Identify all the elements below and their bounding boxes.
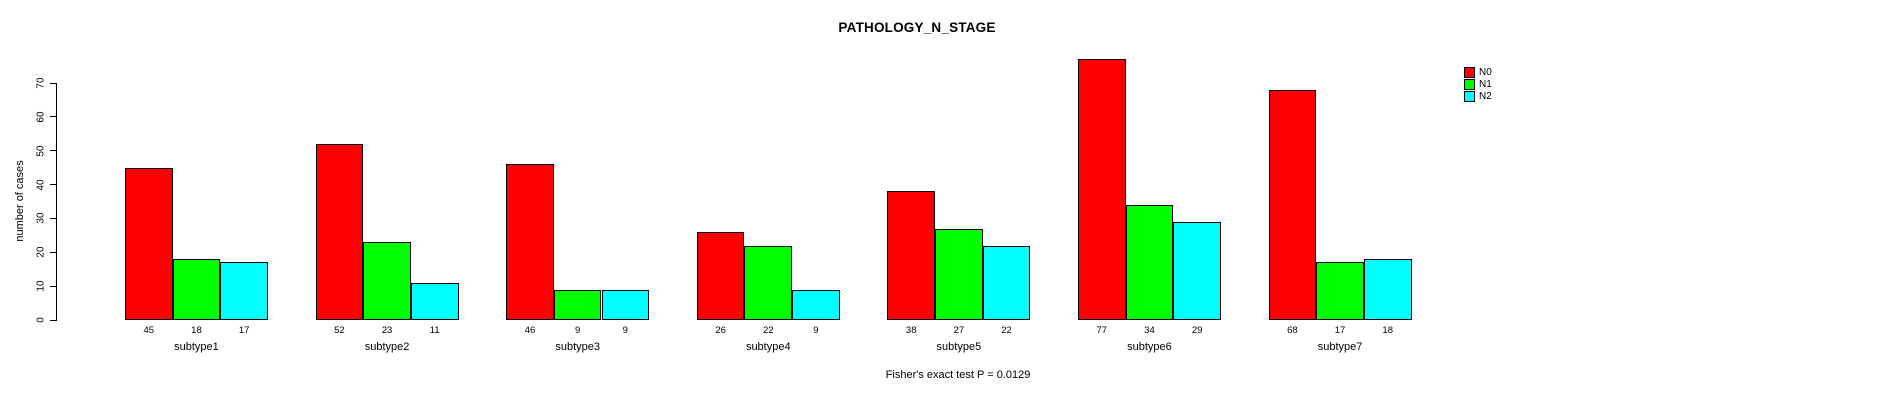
x-category-label: subtype1 (174, 341, 219, 353)
legend-item-n1: N1 (1464, 78, 1492, 90)
bar-value-label: 9 (813, 325, 819, 336)
bar-value-label: 22 (762, 325, 774, 336)
bar-n1-subtype6 (1125, 204, 1174, 320)
y-axis-line (56, 83, 57, 320)
bar-n1-subtype5 (935, 228, 983, 320)
bar-n1-subtype7 (1316, 262, 1364, 320)
bar-n0-subtype3 (506, 164, 554, 320)
bar-value-label: 11 (429, 325, 440, 336)
bar-value-label: 38 (905, 325, 917, 336)
bar-value-label: 52 (334, 325, 345, 336)
bar-n1-subtype2 (363, 242, 411, 320)
legend-label-n0: N0 (1479, 66, 1492, 78)
bar-value-label: 22 (1001, 325, 1012, 336)
bar-n0-subtype6 (1078, 59, 1126, 320)
bar-n0-subtype7 (1268, 89, 1317, 320)
y-tick-label: 40 (35, 179, 47, 191)
bar-n1-subtype1 (172, 259, 221, 320)
bar-value-label: 23 (381, 325, 393, 336)
x-category-label: subtype7 (1317, 341, 1363, 353)
y-tick-label: 50 (35, 145, 47, 157)
bar-n2-subtype2 (410, 282, 459, 320)
bar-n1-subtype4 (744, 245, 793, 320)
legend-swatch-n0-icon (1464, 66, 1475, 78)
y-tick-label: 70 (35, 77, 47, 89)
bar-value-label: 34 (1144, 325, 1155, 336)
bar-n2-subtype5 (982, 245, 1031, 320)
bar-value-label: 17 (238, 325, 250, 336)
bar-n2-subtype4 (792, 289, 840, 320)
bar-value-label: 18 (1382, 325, 1394, 336)
bar-value-label: 18 (191, 325, 202, 336)
y-tick (50, 251, 57, 253)
fisher-test-footnote: Fisher's exact test P = 0.0129 (885, 369, 1031, 381)
bar-n0-subtype2 (315, 143, 364, 320)
y-tick (50, 319, 57, 321)
bar-value-label: 46 (524, 325, 536, 336)
y-tick (50, 82, 57, 84)
bar-value-label: 77 (1096, 325, 1108, 336)
y-tick (50, 217, 57, 219)
y-tick-label: 20 (35, 246, 47, 258)
bar-value-label: 26 (715, 325, 726, 336)
y-tick (50, 285, 57, 287)
bar-value-label: 68 (1287, 325, 1298, 336)
bar-n2-subtype6 (1173, 221, 1221, 320)
y-tick-label: 0 (35, 317, 47, 323)
y-tick (50, 184, 57, 186)
x-category-label: subtype5 (936, 341, 982, 353)
legend-item-n2: N2 (1464, 90, 1492, 102)
bar-n1-subtype3 (553, 289, 602, 320)
legend-item-n0: N0 (1464, 66, 1492, 78)
y-tick-label: 60 (35, 111, 47, 123)
bar-value-label: 29 (1191, 325, 1203, 336)
bar-n0-subtype5 (887, 191, 936, 320)
y-tick-label: 30 (35, 212, 47, 224)
bar-n2-subtype3 (601, 289, 650, 320)
legend: N0 N1 N2 (1464, 66, 1492, 102)
bar-n0-subtype1 (125, 167, 173, 320)
legend-swatch-n2-icon (1464, 90, 1475, 102)
bar-n2-subtype1 (220, 262, 268, 320)
legend-label-n2: N2 (1479, 90, 1492, 102)
x-category-label: subtype2 (364, 341, 410, 353)
bar-n0-subtype4 (696, 231, 745, 320)
bar-value-label: 9 (575, 325, 581, 336)
x-category-label: subtype4 (745, 341, 791, 353)
bar-value-label: 45 (143, 325, 155, 336)
legend-swatch-n1-icon (1464, 78, 1475, 90)
bar-value-label: 27 (953, 325, 965, 336)
bar-value-label: 17 (1334, 325, 1346, 336)
y-tick (50, 150, 57, 152)
y-tick (50, 116, 57, 118)
legend-label-n1: N1 (1479, 78, 1492, 90)
y-tick-label: 10 (35, 280, 47, 292)
y-axis-label: number of cases (14, 160, 26, 242)
bar-value-label: 9 (622, 325, 628, 336)
bar-n2-subtype7 (1363, 259, 1412, 320)
x-category-label: subtype3 (555, 341, 600, 353)
chart-title: PATHOLOGY_N_STAGE (838, 20, 996, 35)
x-category-label: subtype6 (1127, 341, 1172, 353)
